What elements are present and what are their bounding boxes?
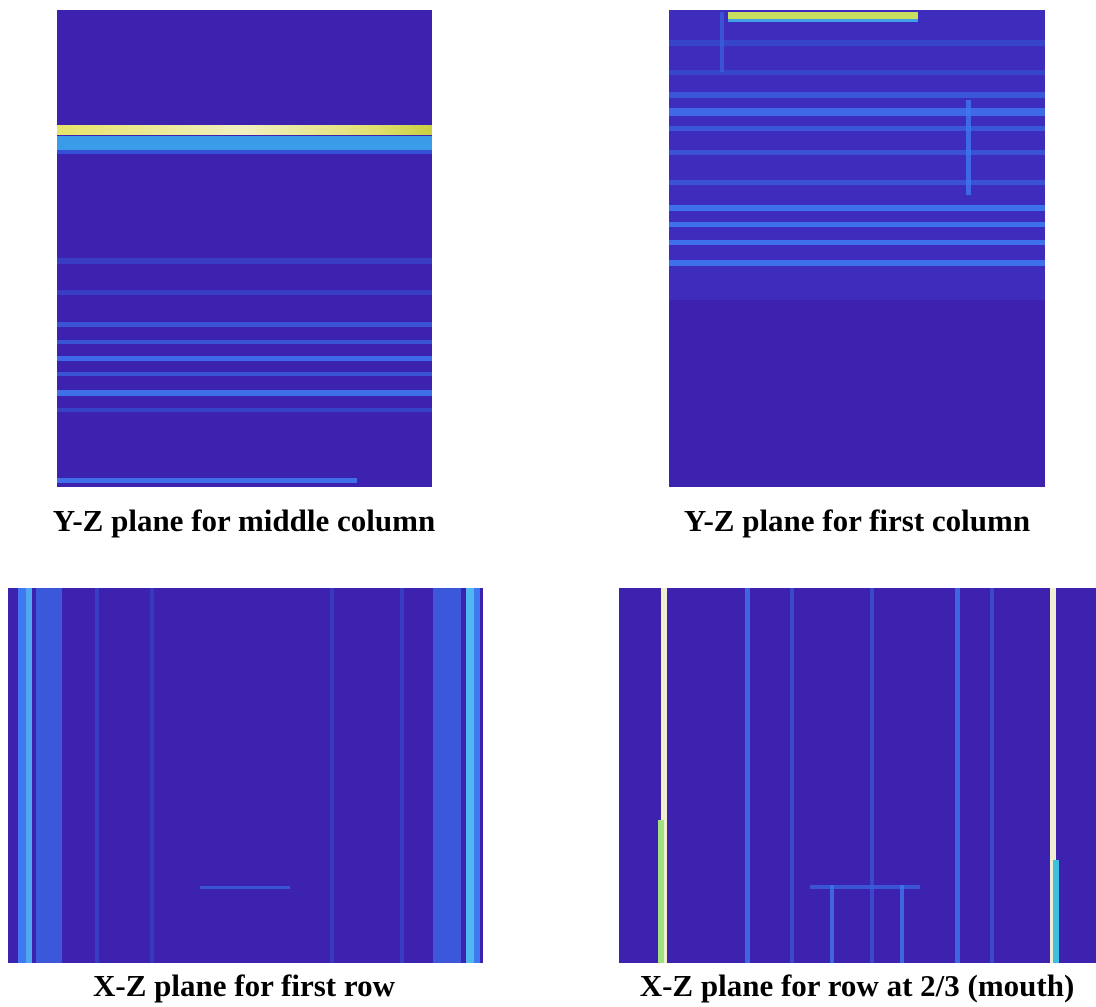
heatmap-panel [8, 588, 483, 963]
caption: X-Z plane for first row [93, 968, 396, 1003]
heatmap-panel [669, 10, 1045, 487]
caption: X-Z plane for row at 2/3 (mouth) [640, 968, 1075, 1003]
heatmap-panel [57, 10, 432, 487]
heatmap-panel [619, 588, 1096, 963]
caption: Y-Z plane for middle column [53, 503, 435, 538]
caption: Y-Z plane for first column [684, 503, 1030, 538]
